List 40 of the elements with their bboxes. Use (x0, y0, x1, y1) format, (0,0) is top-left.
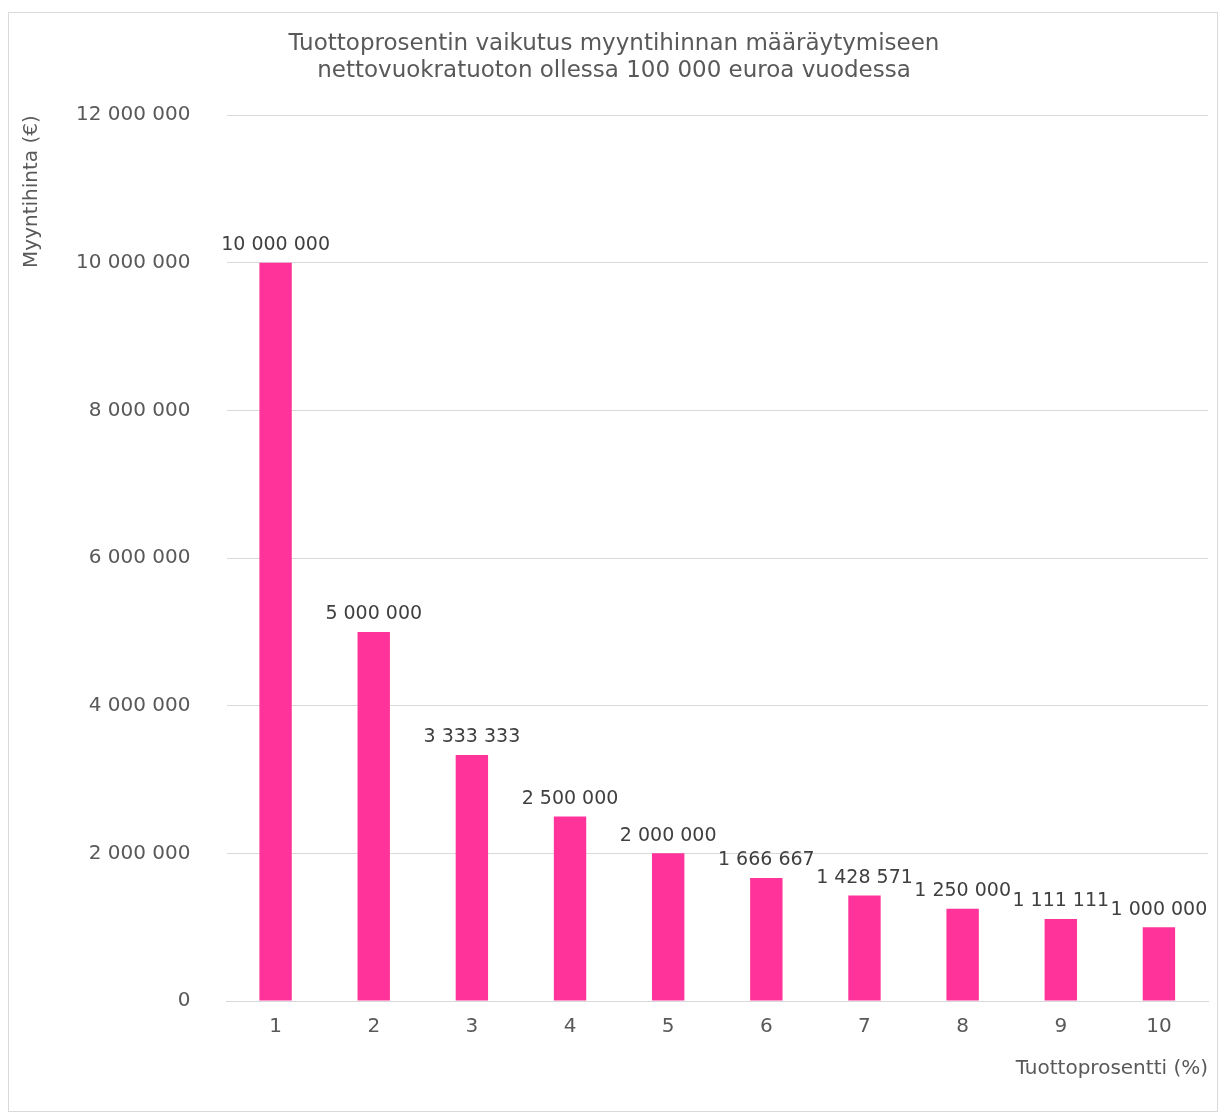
data-label: 2 000 000 (619, 822, 717, 845)
bar (357, 631, 390, 1001)
y-tick-label: 2 000 000 (88, 839, 191, 864)
x-tick-label: 8 (956, 1013, 969, 1038)
data-label: 3 333 333 (423, 724, 521, 747)
data-label: 1 666 667 (717, 847, 815, 870)
x-axis-title: Tuottoprosentti (%) (1014, 1055, 1208, 1080)
data-label: 1 111 111 (1012, 888, 1110, 911)
bar (259, 262, 292, 1001)
x-tick-label: 1 (269, 1013, 282, 1038)
data-label: 1 428 571 (816, 864, 913, 887)
data-label: 1 000 000 (1110, 896, 1208, 919)
y-tick-label: 4 000 000 (88, 691, 191, 716)
x-tick-label: 4 (563, 1013, 577, 1038)
data-label: 10 000 000 (221, 232, 330, 255)
x-tick-label: 7 (858, 1013, 871, 1038)
data-label: 2 500 000 (521, 785, 619, 808)
y-tick-label: 6 000 000 (88, 544, 191, 569)
bar (848, 895, 881, 1001)
x-tick-label: 6 (759, 1013, 773, 1038)
bar (1142, 927, 1176, 1001)
bar (553, 816, 587, 1001)
y-tick-label: 12 000 000 (76, 101, 191, 126)
bar (750, 877, 783, 1001)
chart-title: Tuottoprosentin vaikutus myyntihinnan määräytymiseen nettovuokratuoton ollessa 100 000 euroa vuodessa (287, 28, 940, 83)
x-tick-label: 9 (1054, 1013, 1068, 1038)
x-tick-label: 5 (661, 1013, 675, 1038)
y-tick-label: 0 (177, 987, 191, 1012)
bar (651, 853, 685, 1001)
bar (946, 908, 979, 1001)
data-label: 5 000 000 (325, 601, 423, 624)
bar (455, 754, 489, 1001)
x-tick-label: 2 (367, 1013, 381, 1038)
data-label: 1 250 000 (914, 878, 1011, 901)
y-axis-title: Myyntihinta (€) (18, 115, 43, 268)
y-tick-label: 8 000 000 (88, 396, 191, 421)
x-tick-label: 10 (1146, 1013, 1172, 1038)
bar (1044, 918, 1077, 1001)
x-tick-label: 3 (465, 1013, 479, 1038)
y-tick-label: 10 000 000 (76, 249, 191, 274)
